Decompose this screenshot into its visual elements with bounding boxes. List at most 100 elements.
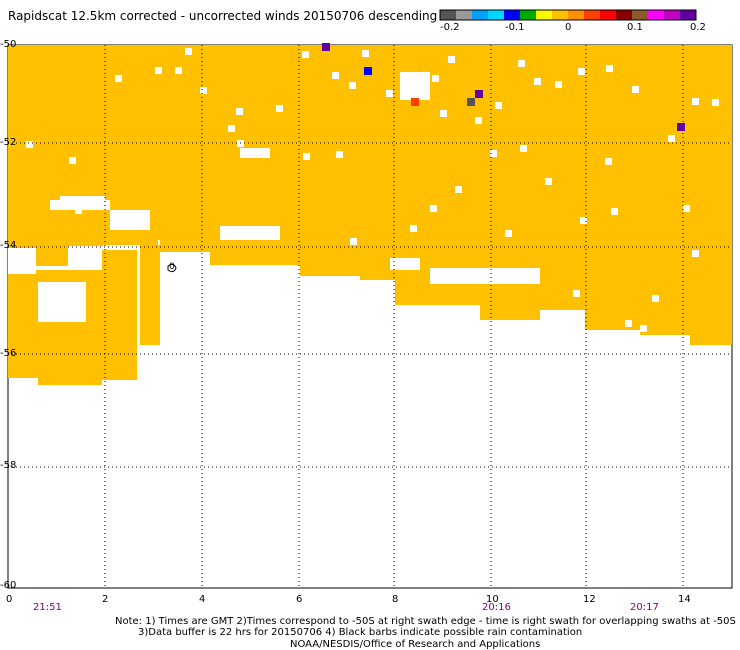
colorbar-swatch — [680, 10, 696, 20]
anomaly-cell — [411, 98, 419, 106]
y-tick-label: -58 — [0, 460, 17, 471]
field-edge — [160, 240, 210, 252]
missing-cell — [668, 135, 675, 142]
field-edge — [540, 240, 585, 310]
missing-cell — [302, 51, 309, 58]
missing-cell — [520, 145, 527, 152]
map-plot — [7, 43, 733, 589]
y-tick-label: -60 — [0, 580, 17, 591]
colorbar-label-4: 0.1 — [627, 22, 643, 33]
field-edge — [360, 240, 395, 280]
colorbar-swatch — [520, 10, 536, 20]
anomaly-cell — [467, 98, 475, 106]
missing-cell — [200, 87, 207, 94]
anomaly-cell — [677, 123, 685, 131]
field-gap — [60, 196, 105, 204]
missing-cell — [362, 50, 369, 57]
x-tick-label: 4 — [199, 594, 206, 605]
colorbar-label-1: -0.2 — [440, 22, 460, 33]
missing-cell — [692, 98, 699, 105]
field-gap — [430, 268, 540, 284]
colorbar-swatch — [456, 10, 472, 20]
colorbar-swatch — [536, 10, 552, 20]
missing-cell — [692, 250, 699, 257]
missing-cell — [26, 141, 33, 148]
missing-cell — [332, 72, 339, 79]
missing-cell — [490, 150, 497, 157]
missing-cell — [555, 81, 562, 88]
colorbar-frame — [439, 9, 697, 21]
field-gap — [50, 200, 110, 210]
x-tick-label: 8 — [392, 594, 399, 605]
y-tick-label: -54 — [0, 240, 17, 251]
missing-cell — [432, 75, 439, 82]
anomaly-cell — [364, 67, 372, 75]
missing-cell — [228, 125, 235, 132]
missing-cell — [155, 67, 162, 74]
colorbar-label-2: -0.1 — [505, 22, 525, 33]
missing-cell — [505, 230, 512, 237]
wind-difference-field — [8, 45, 732, 385]
colorbar-swatch — [664, 10, 680, 20]
field-gap — [400, 72, 430, 100]
zero-contour — [167, 263, 177, 273]
colorbar-swatch — [616, 10, 632, 20]
colorbar-swatch — [648, 10, 664, 20]
missing-cell — [303, 153, 310, 160]
missing-cell — [534, 78, 541, 85]
missing-cell — [475, 117, 482, 124]
field-edge — [8, 240, 103, 246]
field-gap — [38, 282, 86, 322]
field-edge — [585, 240, 640, 330]
missing-cell — [69, 157, 76, 164]
field-blob-west — [8, 270, 38, 378]
contour-label: 0 — [169, 262, 175, 272]
missing-cell — [440, 110, 447, 117]
x-tick-label: 0 — [6, 594, 13, 605]
field-edge — [640, 240, 690, 335]
field-gap — [240, 148, 270, 158]
missing-cell — [276, 105, 283, 112]
footnote-line-1: Note: 1) Times are GMT 2)Times correspon… — [115, 616, 736, 627]
x-tick-label: 12 — [583, 594, 596, 605]
x-tick-label: 2 — [102, 594, 109, 605]
footnote-line-2: 3)Data buffer is 22 hrs for 20150706 4) … — [138, 627, 583, 638]
missing-cell — [625, 320, 632, 327]
missing-cell — [518, 60, 525, 67]
missing-cell — [683, 205, 690, 212]
missing-cell — [580, 217, 587, 224]
missing-cell — [712, 99, 719, 106]
missing-cell — [640, 325, 647, 332]
rain-flag-cells — [322, 43, 685, 131]
field-gap — [390, 258, 420, 270]
grid-lines — [8, 45, 732, 588]
map-title: Rapidscat 12.5km corrected - uncorrected… — [8, 9, 438, 23]
missing-cell — [115, 75, 122, 82]
field-gap — [220, 226, 280, 240]
field-edge — [690, 240, 732, 345]
missing-cell — [185, 48, 192, 55]
colorbar-label-5: 0.2 — [690, 22, 706, 33]
footnote-line-3: NOAA/NESDIS/Office of Research and Appli… — [290, 639, 541, 650]
x-tick-label: 10 — [486, 594, 499, 605]
field-blob-west — [102, 250, 137, 380]
swath-time-label: 20:16 — [482, 602, 511, 613]
missing-cell — [386, 90, 393, 97]
y-tick-label: -50 — [0, 39, 17, 50]
missing-cell — [236, 108, 243, 115]
colorbar-swatch — [632, 10, 648, 20]
missing-cell — [495, 102, 502, 109]
missing-cell — [632, 86, 639, 93]
anomaly-cell — [475, 90, 483, 98]
field-blob-west — [140, 245, 160, 345]
missing-cell — [606, 65, 613, 72]
x-tick-label: 6 — [296, 594, 303, 605]
colorbar-swatch — [440, 10, 456, 20]
missing-cell — [349, 82, 356, 89]
field-edge — [210, 240, 300, 265]
field-edge — [300, 240, 360, 276]
colorbar — [439, 9, 697, 21]
colorbar-swatch — [504, 10, 520, 20]
colorbar-swatch — [472, 10, 488, 20]
y-tick-label: -56 — [0, 348, 17, 359]
